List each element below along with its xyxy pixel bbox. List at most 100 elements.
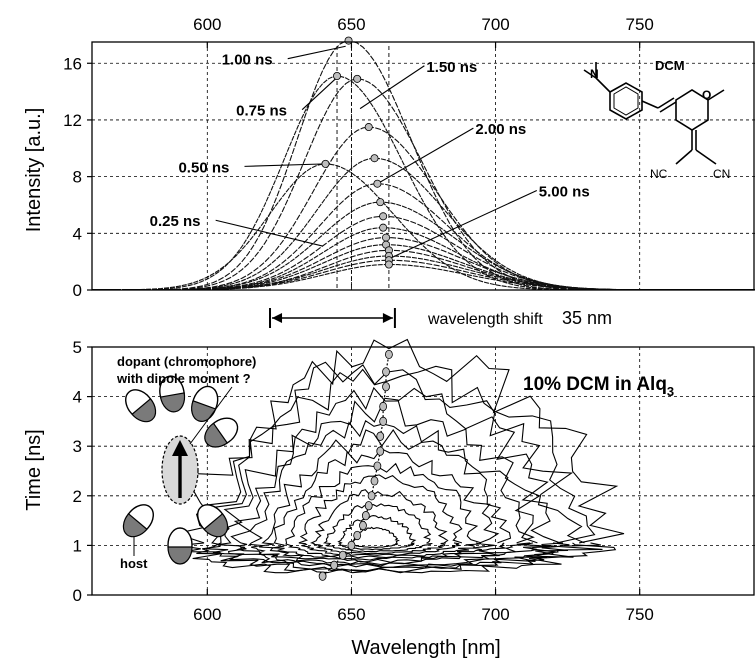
- peak-markers: [321, 36, 393, 269]
- peak-marker-8: [379, 212, 388, 221]
- contour-level-6: [258, 429, 512, 563]
- host-label: host: [120, 556, 148, 571]
- annotation-0: 1.00 ns: [222, 52, 273, 69]
- time-axis-label: Time [ns]: [23, 429, 45, 511]
- peak-marker-10: [382, 233, 391, 242]
- bottom-ytick-label-2: 2: [73, 487, 82, 506]
- annotation-leaders: [215, 45, 538, 260]
- trace-point-8: [367, 491, 376, 501]
- bottom-xtick-label-600: 600: [193, 605, 221, 624]
- contour-level-11: [322, 503, 434, 553]
- bottom-ytick-label-0: 0: [73, 586, 82, 605]
- trace-point-9: [370, 476, 379, 486]
- trace-point-3: [347, 540, 356, 551]
- top-xtick-label-650: 650: [337, 15, 365, 34]
- annotation-2: 1.50 ns: [426, 59, 477, 76]
- peak-marker-9: [379, 223, 388, 232]
- trace-point-7: [364, 501, 373, 511]
- trace-point-11: [376, 446, 385, 456]
- top-ytick-label-0: 0: [73, 281, 82, 300]
- annotation-leader-0: [287, 45, 346, 60]
- bottom-ytick-label-4: 4: [73, 388, 82, 407]
- contour-level-7: [273, 448, 500, 561]
- host-dopant-inset: [122, 375, 239, 565]
- bottom-xtick-label-750: 750: [626, 605, 654, 624]
- top-ytick-label-12: 12: [63, 111, 82, 130]
- top-xtick-label-750: 750: [626, 15, 654, 34]
- time-resolved-contours: [173, 338, 625, 574]
- annotation-leader-6: [388, 189, 538, 260]
- top-xtick-label-700: 700: [481, 15, 509, 34]
- trace-point-6: [361, 511, 370, 521]
- top-ytick-label-4: 4: [73, 224, 82, 243]
- host-molecule-6: [197, 504, 229, 538]
- trace-point-16: [382, 367, 390, 377]
- spectrum-curve-3: [92, 163, 755, 291]
- contour-level-5: [248, 419, 535, 566]
- time-annotations: 1.00 ns 0.75 ns 1.50 ns 0.50 ns 2.00 ns 0.25 …: [150, 52, 590, 231]
- bottom-plot-frame: [91, 346, 755, 596]
- top-panel: 600 650 700 750 0 4 8 12 16 Intensity [a.u.] 1.…: [23, 15, 755, 328]
- dcm-molecule-structure: [583, 62, 725, 165]
- annotation-4: 2.00 ns: [475, 121, 526, 138]
- contour-level-10: [310, 489, 449, 555]
- top-xtick-label-600: 600: [193, 15, 221, 34]
- annotation-5: 0.25 ns: [150, 213, 201, 230]
- trace-point-10: [373, 461, 382, 471]
- top-y-ticks: 0 4 8 12 16: [63, 54, 92, 300]
- molecule-oxygen: O: [702, 88, 711, 102]
- annotation-1: 0.75 ns: [236, 103, 287, 120]
- spectrum-curve-9: [92, 227, 755, 291]
- trace-point-1: [330, 560, 339, 570]
- annotation-leader-3: [244, 163, 326, 167]
- peak-marker-7: [376, 198, 385, 207]
- intensity-axis-label: Intensity [a.u.]: [23, 108, 45, 233]
- peak-marker-2: [353, 74, 362, 83]
- peak-marker-15: [384, 260, 393, 269]
- host-molecule-5: [167, 527, 193, 565]
- molecule-group-right: CN: [713, 167, 730, 181]
- bottom-x-ticks: 600 650 700 750: [193, 589, 654, 624]
- dipole-label: with dipole moment ?: [116, 371, 251, 386]
- contour-level-8: [285, 462, 482, 559]
- trace-point-17: [385, 349, 393, 360]
- trace-point-4: [353, 530, 362, 541]
- top-grid: [92, 42, 755, 290]
- top-ytick-label-16: 16: [63, 54, 82, 73]
- molecule-nitrogen: N: [590, 67, 599, 81]
- peak-marker-4: [364, 123, 373, 132]
- host-molecule-4: [122, 504, 154, 538]
- molecule-group-left: NC: [650, 167, 668, 181]
- contour-level-4: [230, 397, 551, 567]
- annotation-leader-2: [359, 65, 425, 110]
- molecule-label: DCM: [655, 58, 685, 73]
- contour-level-3: [217, 386, 564, 569]
- host-molecule-1: [159, 375, 186, 413]
- trace-point-15: [382, 382, 390, 392]
- trace-point-0: [318, 571, 327, 581]
- host-molecule-0: [125, 389, 157, 423]
- peak-marker-3: [321, 159, 330, 168]
- trace-point-13: [379, 416, 388, 426]
- spectrum-curve-2: [92, 78, 755, 291]
- annotation-leader-4: [377, 127, 474, 185]
- bottom-ytick-label-1: 1: [73, 536, 82, 555]
- peak-trace: [318, 349, 393, 581]
- bottom-xtick-label-700: 700: [481, 605, 509, 624]
- shift-arrowhead-left: [272, 313, 283, 323]
- wavelength-axis-label: Wavelength [nm]: [351, 637, 500, 659]
- contour-level-0: [173, 338, 625, 574]
- bottom-ytick-label-5: 5: [73, 338, 82, 357]
- annotation-leader-5: [215, 219, 323, 247]
- annotation-leader-1: [301, 77, 338, 111]
- trace-point-14: [379, 401, 388, 412]
- top-plot-frame: [91, 41, 755, 291]
- dipole-arrowhead: [172, 440, 188, 456]
- host-molecule-2: [191, 385, 219, 422]
- bottom-xtick-label-650: 650: [337, 605, 365, 624]
- bottom-panel: 600 650 700 750 0 1 2 3 4 5 Wavelength [nm] Time…: [23, 338, 755, 659]
- spectrum-curve-15: [92, 263, 755, 291]
- trace-point-12: [376, 431, 385, 441]
- top-x-ticks: 600 650 700 750: [193, 15, 654, 48]
